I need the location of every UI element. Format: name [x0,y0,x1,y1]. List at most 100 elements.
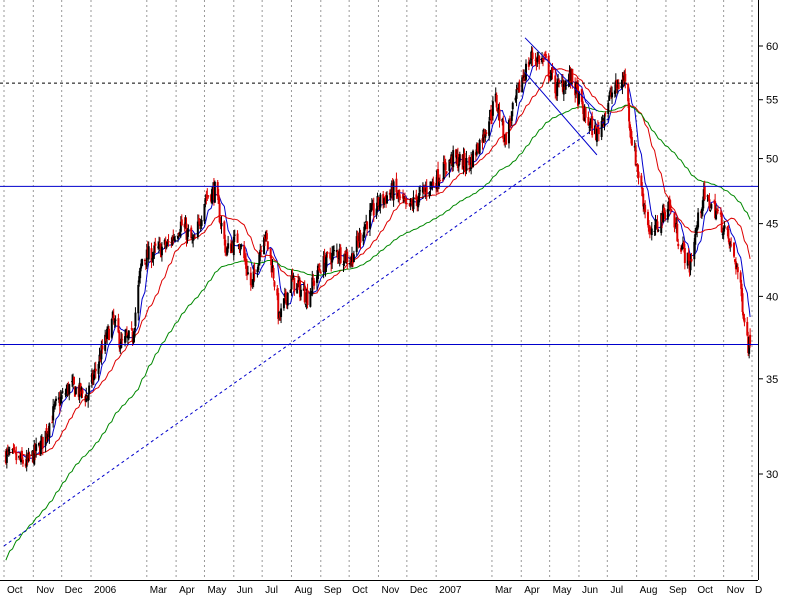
candle-body [313,280,316,286]
candle [611,86,614,105]
candle-body [165,245,168,248]
candle-body [419,190,422,192]
candle-body [349,262,352,265]
candle-body [92,374,95,381]
candle-body [600,121,603,137]
candle [130,321,133,331]
candle [630,130,633,146]
candle-body [140,263,143,269]
candle [97,361,100,381]
vertical-gridlines [3,0,753,580]
candle-body [88,385,91,394]
candle-body [714,201,717,219]
candle [741,288,744,316]
candle-body [246,272,249,274]
candle-body [273,281,276,287]
candle [485,129,488,137]
y-tick-label: 30 [766,469,778,481]
candle [385,191,388,204]
candle-body [455,149,458,158]
candle [227,235,230,253]
candle [48,422,51,444]
candle-body [383,198,386,205]
candle-body [463,152,466,167]
candle-body [379,194,382,208]
candle-body [190,227,193,239]
candle-body [104,334,107,351]
candle-body [442,161,445,180]
candle-body [542,57,545,59]
candle-body [694,233,697,245]
candle [603,113,606,131]
candle [456,147,459,172]
candle-body [608,95,611,101]
reference-lines [0,37,758,547]
candle-body [707,195,710,197]
candle-body [28,454,31,459]
candle-body [741,293,744,313]
candle-body [330,261,333,265]
candle-body [114,319,117,321]
candle-body [456,153,459,169]
candle-body [369,208,372,212]
candle [437,161,440,194]
candle-body [611,92,614,98]
candle-body [437,169,440,186]
candle [28,451,31,462]
candle-body [45,428,48,437]
candle [124,329,127,347]
candle [646,209,649,228]
candle-body [355,236,358,252]
candle [329,247,332,261]
candle-body [683,248,686,264]
candle-body [252,271,255,283]
candle [54,399,57,410]
candle-body [309,292,312,307]
candle-body [729,242,732,246]
candle [670,208,673,212]
candle [203,203,206,225]
x-tick-label: Jun [582,585,598,595]
candle-body [153,245,156,253]
candle-body [226,247,229,255]
candle [664,208,667,222]
candle-body [676,223,679,242]
candle-body [196,221,199,238]
candle [35,437,38,458]
candle-body [589,121,592,126]
candle [531,47,534,67]
candle [637,164,640,185]
y-tick-label: 55 [766,95,778,107]
candle-body [368,210,371,229]
candle [352,250,355,263]
candle [158,236,161,254]
candle-body [277,292,280,319]
candle [190,225,193,239]
candle [689,254,692,276]
candle-body [710,204,713,209]
candle-body [60,395,63,399]
candle [584,106,587,124]
candle [282,298,285,311]
x-tick-label: Jul [265,585,278,595]
candle-body [107,328,110,341]
x-tick-label: Mar [150,585,168,595]
candle-body [485,132,488,134]
candle-body [232,236,235,256]
x-tick-label: Aug [640,585,658,595]
x-tick-label: Nov [727,585,745,595]
candle-body [549,75,552,78]
candle-body [595,128,598,142]
candle-body [405,202,408,204]
candle-body [370,204,373,210]
candle-body [630,136,633,146]
candle [355,230,358,256]
candle [141,258,144,267]
candle-body [666,208,669,220]
candle-body [531,52,534,59]
candle [303,280,306,304]
candle-body [587,116,590,126]
candle-body [554,75,557,94]
candle [708,193,711,212]
